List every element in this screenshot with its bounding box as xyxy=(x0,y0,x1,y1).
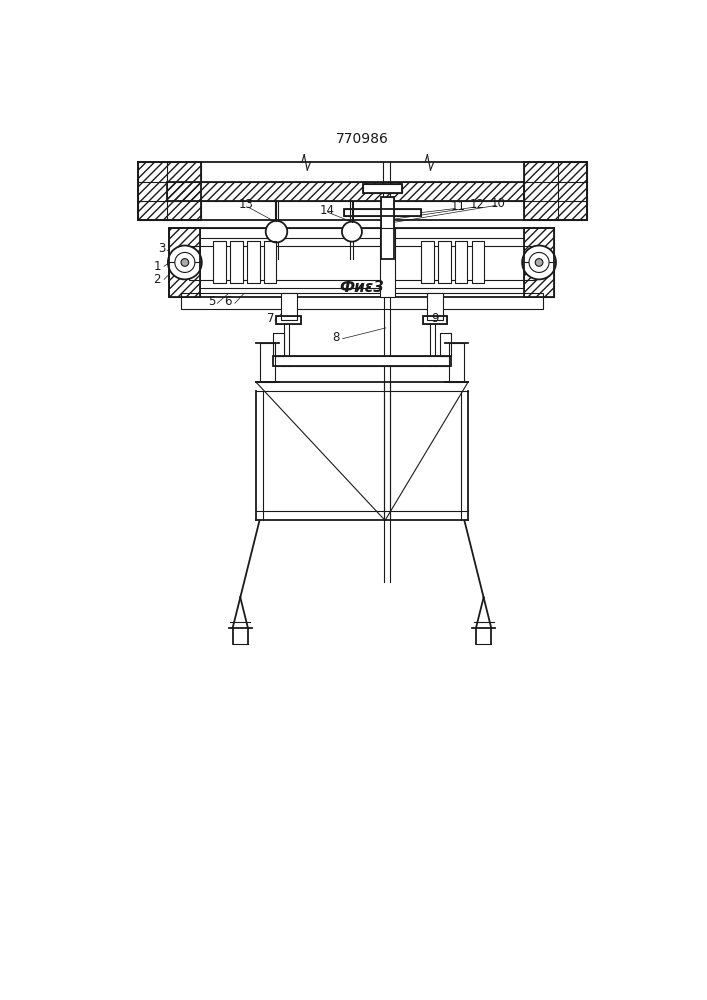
Text: 11: 11 xyxy=(450,200,465,213)
Bar xyxy=(449,343,464,382)
Bar xyxy=(259,343,275,382)
Bar xyxy=(455,241,467,283)
Bar xyxy=(472,241,484,283)
Bar xyxy=(381,197,394,259)
Bar xyxy=(170,228,554,297)
Bar xyxy=(230,241,243,283)
Bar xyxy=(170,228,200,297)
Bar xyxy=(274,356,450,366)
Bar xyxy=(472,241,484,283)
Bar xyxy=(524,162,587,220)
Bar xyxy=(428,293,443,320)
Bar xyxy=(281,293,296,320)
Text: 14: 14 xyxy=(320,204,334,217)
Circle shape xyxy=(535,259,543,266)
Bar xyxy=(247,241,259,283)
Bar xyxy=(281,293,296,320)
Text: 3: 3 xyxy=(158,242,165,255)
Bar xyxy=(167,182,524,201)
Circle shape xyxy=(522,246,556,279)
Bar xyxy=(276,316,301,324)
Circle shape xyxy=(168,246,201,279)
Bar xyxy=(214,241,226,283)
Circle shape xyxy=(175,252,195,272)
Bar xyxy=(181,238,543,288)
Bar xyxy=(524,228,554,297)
Bar xyxy=(455,241,467,283)
Text: 770986: 770986 xyxy=(336,132,388,146)
Text: 7: 7 xyxy=(267,312,275,325)
Bar xyxy=(230,241,243,283)
Bar xyxy=(438,241,450,283)
Bar xyxy=(524,162,587,220)
Bar xyxy=(380,228,395,297)
Bar xyxy=(138,162,201,220)
Bar xyxy=(428,293,443,320)
Bar xyxy=(264,241,276,283)
Bar xyxy=(274,356,450,366)
Circle shape xyxy=(266,221,287,242)
Bar xyxy=(363,184,402,193)
Bar xyxy=(423,316,448,324)
Circle shape xyxy=(342,222,362,242)
Bar xyxy=(438,241,450,283)
Bar xyxy=(524,228,554,297)
Bar xyxy=(247,241,259,283)
Bar xyxy=(170,228,200,297)
Text: 9: 9 xyxy=(431,312,439,325)
Text: 1: 1 xyxy=(153,260,161,273)
Bar xyxy=(363,184,402,193)
Text: 12: 12 xyxy=(469,198,485,211)
Bar xyxy=(170,228,554,297)
Bar xyxy=(423,316,448,324)
Bar xyxy=(181,293,543,309)
Bar xyxy=(421,241,433,283)
Bar xyxy=(264,241,276,283)
Bar xyxy=(181,293,543,309)
Text: 6: 6 xyxy=(224,295,232,308)
Bar xyxy=(449,343,464,382)
Bar xyxy=(524,228,554,297)
Bar xyxy=(167,182,524,201)
Bar xyxy=(344,209,421,216)
Bar xyxy=(138,162,201,220)
Bar xyxy=(380,228,395,297)
Text: 5: 5 xyxy=(208,295,216,308)
Bar xyxy=(381,197,394,259)
Text: 13: 13 xyxy=(239,198,254,211)
Bar xyxy=(524,162,587,220)
Text: Фиε3: Фиε3 xyxy=(339,280,385,295)
Text: 10: 10 xyxy=(491,197,506,210)
Bar xyxy=(440,333,450,356)
Bar xyxy=(167,182,524,201)
Bar xyxy=(274,333,284,356)
Text: 8: 8 xyxy=(333,331,340,344)
Bar xyxy=(181,238,543,288)
Bar xyxy=(138,162,201,220)
Bar xyxy=(189,246,535,280)
Bar xyxy=(170,228,200,297)
Bar xyxy=(421,241,433,283)
Text: 2: 2 xyxy=(153,273,161,286)
Circle shape xyxy=(529,252,549,272)
Bar xyxy=(274,333,284,356)
Bar xyxy=(259,343,275,382)
Bar xyxy=(189,246,535,280)
Bar xyxy=(440,333,450,356)
Circle shape xyxy=(181,259,189,266)
Bar xyxy=(344,209,421,216)
Bar xyxy=(276,316,301,324)
Bar xyxy=(214,241,226,283)
